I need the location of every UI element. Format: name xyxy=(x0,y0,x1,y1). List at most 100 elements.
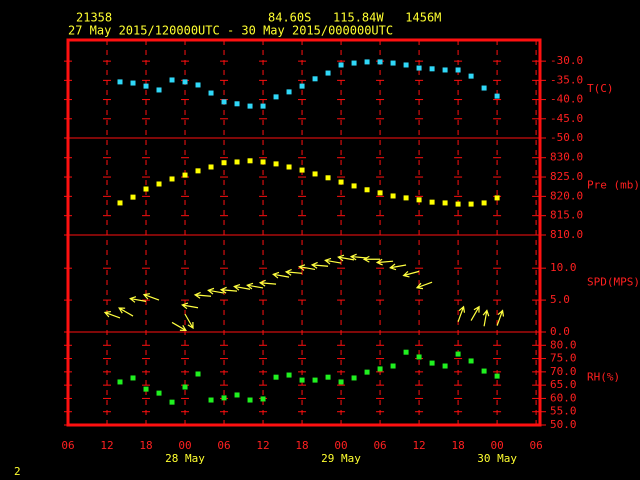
y-tick-label: 75.0 xyxy=(550,352,577,365)
y-tick-label: 10.0 xyxy=(550,261,577,274)
data-point xyxy=(325,374,331,380)
data-point xyxy=(260,159,266,165)
data-point xyxy=(182,384,188,390)
y-tick-label: 0.0 xyxy=(550,325,570,338)
date-label: 29 May xyxy=(321,452,361,465)
data-point xyxy=(468,358,474,364)
x-tick-label: 12 xyxy=(256,439,269,452)
data-point xyxy=(442,200,448,206)
data-point xyxy=(429,199,435,205)
wind-arrow xyxy=(298,264,316,271)
data-point xyxy=(143,83,149,89)
panel-label: T(C) xyxy=(587,82,614,95)
wind-arrow xyxy=(349,253,368,261)
data-point xyxy=(494,373,500,379)
y-tick-label: 5.0 xyxy=(550,293,570,306)
data-point xyxy=(416,65,422,71)
data-point xyxy=(130,80,136,86)
wind-arrow xyxy=(284,268,303,276)
data-point xyxy=(403,349,409,355)
data-point xyxy=(377,190,383,196)
y-tick-label: 830.0 xyxy=(550,151,583,164)
y-tick-label: -50.0 xyxy=(550,131,583,144)
data-point xyxy=(286,164,292,170)
data-point xyxy=(221,99,227,105)
wind-arrow xyxy=(193,291,212,299)
wind-arrow xyxy=(375,258,394,266)
x-tick-label: 12 xyxy=(412,439,425,452)
wind-arrow xyxy=(246,282,264,290)
y-tick-label: 60.0 xyxy=(550,391,577,404)
data-point xyxy=(169,399,175,405)
x-tick-label: 06 xyxy=(373,439,386,452)
data-point xyxy=(390,363,396,369)
y-tick-label: 65.0 xyxy=(550,378,577,391)
data-point xyxy=(364,369,370,375)
station-location: 84.60S 115.84W 1456M xyxy=(268,11,441,25)
data-point xyxy=(364,59,370,65)
data-point xyxy=(208,397,214,403)
data-point xyxy=(312,171,318,177)
data-point xyxy=(338,179,344,185)
data-point xyxy=(130,194,136,200)
wind-arrow xyxy=(415,281,433,290)
wind-arrow xyxy=(457,305,466,322)
wind-arrow xyxy=(310,261,329,269)
data-point xyxy=(325,175,331,181)
data-point xyxy=(481,200,487,206)
data-point xyxy=(286,372,292,378)
data-point xyxy=(481,85,487,91)
data-point xyxy=(416,354,422,360)
data-point xyxy=(351,60,357,66)
data-point xyxy=(338,62,344,68)
x-tick-label: 00 xyxy=(490,439,503,452)
data-point xyxy=(273,374,279,380)
data-point xyxy=(312,377,318,383)
data-point xyxy=(286,89,292,95)
data-point xyxy=(169,176,175,182)
y-tick-label: 825.0 xyxy=(550,170,583,183)
wind-arrow xyxy=(219,286,238,294)
data-point xyxy=(182,79,188,85)
x-tick-label: 18 xyxy=(451,439,464,452)
data-point xyxy=(130,375,136,381)
y-tick-label: -35.0 xyxy=(550,73,583,86)
wind-arrow xyxy=(324,257,342,265)
data-point xyxy=(195,168,201,174)
data-point xyxy=(117,79,123,85)
wind-arrow xyxy=(171,321,187,332)
x-tick-label: 06 xyxy=(61,439,74,452)
wind-arrow xyxy=(181,302,199,310)
data-point xyxy=(143,386,149,392)
x-tick-label: 18 xyxy=(139,439,152,452)
x-tick-label: 06 xyxy=(217,439,230,452)
data-point xyxy=(117,379,123,385)
y-tick-label: -30.0 xyxy=(550,54,583,67)
wind-arrow xyxy=(184,313,194,330)
data-point xyxy=(442,363,448,369)
data-point xyxy=(442,67,448,73)
panel-label: Pre (mb) xyxy=(587,179,640,192)
page-number: 2 xyxy=(14,465,21,478)
x-tick-label: 00 xyxy=(334,439,347,452)
data-point xyxy=(416,197,422,203)
y-tick-label: 815.0 xyxy=(550,209,583,222)
data-point xyxy=(351,183,357,189)
data-point xyxy=(468,73,474,79)
y-tick-label: 55.0 xyxy=(550,405,577,418)
data-point xyxy=(494,195,500,201)
data-point xyxy=(429,360,435,366)
wind-arrow xyxy=(258,279,277,287)
data-point xyxy=(364,187,370,193)
wind-arrow xyxy=(482,309,490,327)
y-tick-label: 810.0 xyxy=(550,228,583,241)
data-point xyxy=(221,160,227,166)
station-id: 21358 xyxy=(76,11,112,25)
date-label: 30 May xyxy=(477,452,517,465)
data-point xyxy=(403,195,409,201)
data-point xyxy=(182,172,188,178)
wind-arrow xyxy=(118,307,134,317)
data-point xyxy=(390,193,396,199)
wind-arrow xyxy=(402,270,420,278)
